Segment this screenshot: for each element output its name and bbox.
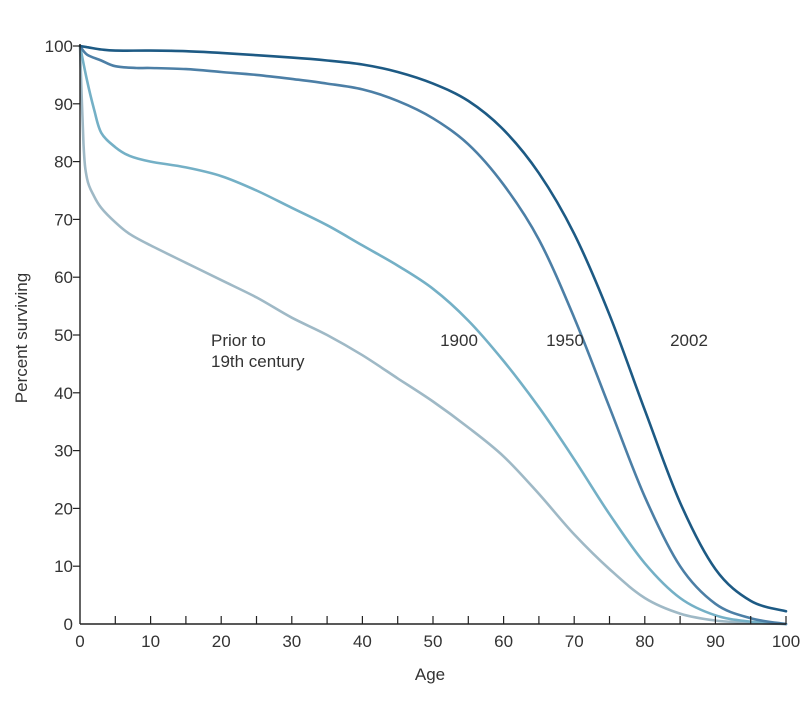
y-tick-label: 30 (54, 442, 73, 461)
y-tick-label: 60 (54, 268, 73, 287)
series-label-line: 2002 (670, 331, 708, 350)
x-tick-label: 60 (494, 632, 513, 651)
series-label-0: Prior to 19th century (211, 331, 305, 371)
y-tick-label: 90 (54, 95, 73, 114)
y-tick-label: 10 (54, 557, 73, 576)
x-axis-title: Age (415, 665, 445, 684)
x-tick-label: 70 (565, 632, 584, 651)
x-tick-label: 0 (75, 632, 84, 651)
x-tick-label: 40 (353, 632, 372, 651)
x-tick-label: 20 (212, 632, 231, 651)
y-tick-label: 50 (54, 326, 73, 345)
x-tick-label: 10 (141, 632, 160, 651)
y-tick-label: 40 (54, 384, 73, 403)
series-label-line: 19th century (211, 352, 305, 371)
y-tick-label: 20 (54, 499, 73, 518)
x-tick-label: 80 (635, 632, 654, 651)
series-label-line: 1900 (440, 331, 478, 350)
x-tick-label: 90 (706, 632, 725, 651)
y-axis-title: Percent surviving (12, 273, 31, 403)
x-tick-label: 50 (424, 632, 443, 651)
series-line-0 (78, 44, 788, 626)
y-tick-label: 0 (64, 615, 73, 634)
series-labels: Prior to 19th century 1900 1950 2002 (211, 331, 708, 371)
series-line-3 (78, 44, 788, 613)
series-label-3: 2002 (670, 331, 708, 350)
series-curves (78, 44, 788, 626)
series-line-1 (78, 44, 788, 626)
series-label-line: 1950 (546, 331, 584, 350)
series-label-line: Prior to (211, 331, 266, 350)
series-line-2 (78, 44, 788, 626)
series-label-2: 1950 (546, 331, 584, 350)
series-label-1: 1900 (440, 331, 478, 350)
x-tick-label: 100 (772, 632, 800, 651)
x-tick-label: 30 (282, 632, 301, 651)
axes: 0 10 20 30 40 50 60 70 80 90 100 0 10 20 30 40 50 60 70 80 9… (45, 37, 801, 651)
y-tick-label: 80 (54, 153, 73, 172)
y-tick-label: 70 (54, 210, 73, 229)
y-tick-label: 100 (45, 37, 73, 56)
